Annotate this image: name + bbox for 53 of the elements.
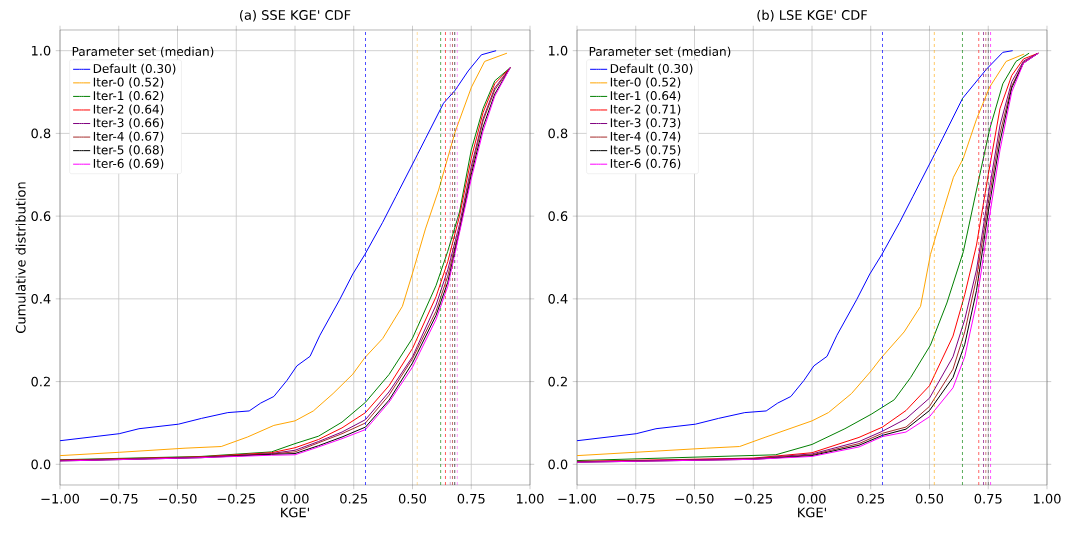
legend-label: Iter-2 (0.71) [610, 104, 681, 116]
chart-title: (b) LSE KGE' CDF [757, 9, 867, 22]
x-tick-label: −0.25 [217, 493, 256, 504]
y-tick-label: 0.2 [548, 376, 567, 387]
x-tick-label: −0.75 [100, 493, 138, 504]
x-tick-label: 0.25 [857, 493, 885, 504]
legend-title: Parameter set (median) [72, 46, 214, 58]
y-tick-label: 0.6 [31, 211, 51, 222]
y-tick-label: 0.8 [548, 128, 568, 139]
legend-label: Iter-5 (0.68) [93, 145, 164, 156]
legend-label: Iter-1 (0.62) [93, 90, 164, 102]
y-tick-label: 1.0 [548, 45, 568, 56]
legend-label: Iter-3 (0.73) [610, 118, 681, 129]
legend-title: Parameter set (median) [589, 46, 731, 58]
x-tick-label: 0.75 [974, 493, 1002, 504]
y-tick-label: 0.6 [548, 211, 568, 222]
y-tick-label: 0.8 [31, 128, 51, 139]
legend-label: Iter-4 (0.67) [93, 131, 164, 143]
legend-label: Iter-3 (0.66) [93, 118, 164, 129]
x-tick-label: 0.00 [281, 493, 309, 504]
x-tick-label: −0.75 [617, 493, 655, 504]
x-tick-label: 1.00 [516, 493, 544, 504]
legend-label: Iter-2 (0.64) [93, 104, 164, 116]
legend-label: Default (0.30) [610, 63, 693, 75]
y-tick-label: 0.0 [31, 459, 51, 470]
legend-label: Iter-6 (0.69) [93, 158, 164, 170]
x-tick-label: −1.00 [41, 493, 80, 504]
x-tick-label: 0.50 [398, 493, 427, 504]
x-tick-label: −1.00 [558, 493, 597, 504]
x-tick-label: −0.50 [675, 493, 714, 504]
legend-label: Iter-0 (0.52) [93, 77, 164, 89]
x-tick-label: 0.00 [798, 493, 826, 504]
legend-label: Default (0.30) [93, 63, 176, 75]
y-axis-title: Cumulative distribution [15, 182, 26, 333]
y-tick-label: 0.4 [31, 293, 51, 304]
legend-label: Iter-0 (0.52) [610, 77, 681, 89]
legend-label: Iter-4 (0.74) [610, 131, 681, 143]
y-tick-label: 1.0 [31, 45, 51, 56]
x-tick-label: 0.25 [340, 493, 368, 504]
x-tick-label: −0.25 [734, 493, 773, 504]
x-axis-title: KGE' [281, 507, 309, 518]
x-tick-label: 0.75 [457, 493, 485, 504]
y-tick-label: 0.4 [548, 293, 568, 304]
chart-title: (a) SSE KGE' CDF [240, 9, 351, 22]
legend-label: Iter-6 (0.76) [610, 158, 681, 170]
y-tick-label: 0.0 [548, 459, 568, 470]
x-tick-label: 0.50 [915, 493, 944, 504]
legend-label: Iter-5 (0.75) [610, 145, 681, 156]
y-tick-label: 0.2 [31, 376, 50, 387]
x-axis-title: KGE' [798, 507, 826, 518]
legend-label: Iter-1 (0.64) [610, 90, 681, 102]
x-tick-label: 1.00 [1033, 493, 1061, 504]
x-tick-label: −0.50 [158, 493, 197, 504]
